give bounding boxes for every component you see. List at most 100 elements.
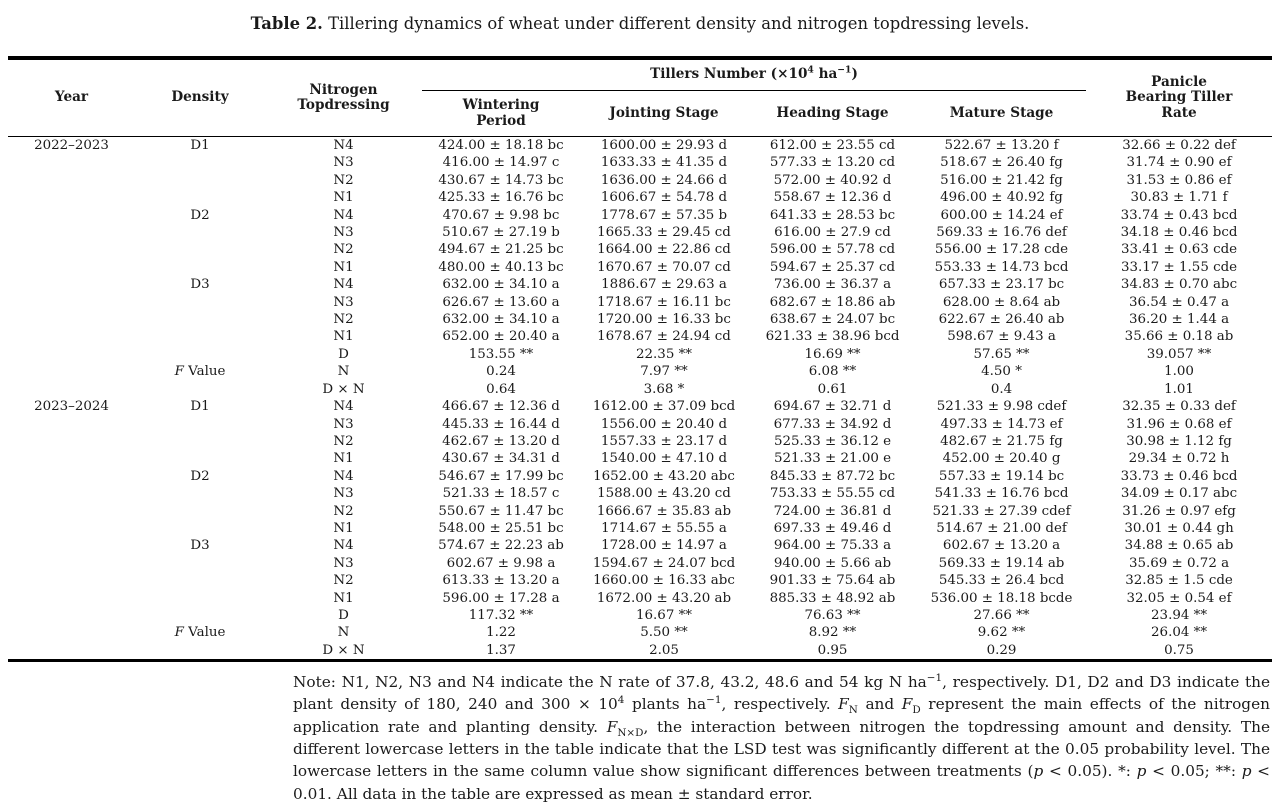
column-header-wintering-period: Wintering Period bbox=[462, 97, 540, 129]
value-cell: 494.67 ± 21.25 bc bbox=[438, 242, 564, 258]
density-cell: D1 bbox=[190, 399, 210, 415]
treatment-cell: N2 bbox=[333, 503, 354, 519]
density-cell bbox=[135, 381, 265, 398]
table-row: D3 N4 632.00 ± 34.10 a 1886.67 ± 29.63 a 736… bbox=[8, 276, 1272, 293]
value-cell: 34.09 ± 0.17 abc bbox=[1120, 486, 1238, 502]
value-cell: 0.64 bbox=[486, 381, 516, 397]
density-cell bbox=[135, 607, 265, 624]
value-cell: 2.05 bbox=[649, 642, 679, 658]
density-cell bbox=[135, 241, 265, 258]
treatment-cell: N2 bbox=[333, 573, 354, 589]
value-cell: 1652.00 ± 43.20 abc bbox=[593, 468, 735, 484]
value-cell: 0.61 bbox=[817, 381, 848, 397]
value-cell: 632.00 ± 34.10 a bbox=[442, 277, 560, 293]
value-cell: 510.67 ± 27.19 b bbox=[442, 225, 560, 241]
value-cell: 27.66 ** bbox=[973, 607, 1030, 623]
value-cell: 1636.00 ± 24.66 d bbox=[600, 172, 728, 188]
year-cell bbox=[8, 363, 135, 380]
value-cell: 31.74 ± 0.90 ef bbox=[1126, 155, 1232, 171]
value-cell: 600.00 ± 14.24 ef bbox=[940, 207, 1063, 223]
value-cell: 602.67 ± 13.20 a bbox=[942, 538, 1061, 554]
year-cell bbox=[8, 485, 135, 502]
table-row: N3 521.33 ± 18.57 c 1588.00 ± 43.20 cd 753.… bbox=[8, 485, 1272, 502]
value-cell: 548.00 ± 25.51 bc bbox=[438, 520, 564, 536]
table-row: D 153.55 ** 22.35 ** 16.69 ** 57.65 ** 39.057… bbox=[8, 346, 1272, 363]
value-cell: 652.00 ± 20.40 a bbox=[442, 329, 560, 345]
density-cell bbox=[135, 520, 265, 537]
density-cell bbox=[135, 433, 265, 450]
value-cell: 638.67 ± 24.07 bc bbox=[769, 312, 896, 328]
table-row: N3 626.67 ± 13.60 a 1718.67 ± 16.11 bc 682.… bbox=[8, 294, 1272, 311]
value-cell: 33.74 ± 0.43 bcd bbox=[1120, 207, 1238, 223]
value-cell: 35.69 ± 0.72 a bbox=[1128, 555, 1230, 571]
value-cell: 31.26 ± 0.97 efg bbox=[1122, 503, 1236, 519]
year-cell bbox=[8, 572, 135, 589]
value-cell: 574.67 ± 22.23 ab bbox=[438, 538, 564, 554]
treatment-cell: N3 bbox=[333, 555, 354, 571]
value-cell: 677.33 ± 34.92 d bbox=[773, 416, 892, 432]
density-cell: D1 bbox=[190, 138, 210, 153]
density-cell bbox=[135, 172, 265, 189]
value-cell: 1.37 bbox=[486, 642, 516, 658]
value-cell: 1.22 bbox=[486, 625, 516, 641]
column-header-density: Density bbox=[171, 89, 229, 106]
data-table-container: Year Density Nitrogen Topdressing Tiller… bbox=[8, 56, 1273, 663]
value-cell: 4.50 * bbox=[981, 364, 1022, 380]
value-cell: 641.33 ± 28.53 bc bbox=[769, 207, 896, 223]
treatment-cell: N4 bbox=[333, 277, 354, 293]
value-cell: 521.33 ± 18.57 c bbox=[442, 486, 560, 502]
value-cell: 497.33 ± 14.73 ef bbox=[940, 416, 1063, 432]
density-cell bbox=[135, 590, 265, 607]
year-cell bbox=[8, 154, 135, 171]
value-cell: 416.00 ± 14.97 c bbox=[442, 155, 560, 171]
value-cell: 1600.00 ± 29.93 d bbox=[600, 138, 728, 153]
density-cell bbox=[135, 572, 265, 589]
value-cell: 470.67 ± 9.98 bc bbox=[442, 207, 560, 223]
table-row: N2 632.00 ± 34.10 a 1720.00 ± 16.33 bc 638.… bbox=[8, 311, 1272, 328]
value-cell: 8.92 ** bbox=[808, 625, 857, 641]
table-row: N1 652.00 ± 20.40 a 1678.67 ± 24.94 cd 621.… bbox=[8, 328, 1272, 345]
value-cell: 0.29 bbox=[986, 642, 1017, 658]
value-cell: 445.33 ± 16.44 d bbox=[442, 416, 560, 432]
value-cell: 425.33 ± 16.76 bc bbox=[438, 190, 564, 206]
value-cell: 3.68 * bbox=[643, 381, 685, 397]
column-group-tillers-number: Tillers Number (×104 ha−1) bbox=[422, 58, 1087, 91]
density-cell bbox=[135, 485, 265, 502]
value-cell: 557.33 ± 19.14 bc bbox=[938, 468, 1065, 484]
value-cell: 430.67 ± 34.31 d bbox=[442, 451, 560, 467]
value-cell: 0.95 bbox=[817, 642, 848, 658]
value-cell: 36.54 ± 0.47 a bbox=[1128, 294, 1230, 310]
table-body: 2022–2023 D1 N4 424.00 ± 18.18 bc 1600.00 ± … bbox=[8, 137, 1272, 661]
treatment-cell: N4 bbox=[333, 138, 354, 153]
value-cell: 553.33 ± 14.73 bcd bbox=[934, 259, 1069, 275]
value-cell: 1612.00 ± 37.09 bcd bbox=[592, 399, 736, 415]
value-cell: 34.18 ± 0.46 bcd bbox=[1120, 225, 1238, 241]
year-cell bbox=[8, 189, 135, 206]
year-cell bbox=[8, 520, 135, 537]
column-header-nitrogen-topdressing: Nitrogen Topdressing bbox=[297, 81, 390, 113]
value-cell: 16.69 ** bbox=[804, 346, 861, 362]
treatment-cell: N1 bbox=[333, 520, 354, 536]
value-cell: 76.63 ** bbox=[804, 607, 861, 623]
value-cell: 430.67 ± 14.73 bc bbox=[438, 172, 564, 188]
value-cell: 594.67 ± 25.37 cd bbox=[769, 259, 896, 275]
value-cell: 694.67 ± 32.71 d bbox=[773, 399, 892, 415]
density-cell bbox=[135, 555, 265, 572]
column-header-panicle-bearing-tiller-rate: Panicle Bearing Tiller Rate bbox=[1125, 73, 1233, 121]
year-cell bbox=[8, 172, 135, 189]
column-header-jointing-stage: Jointing Stage bbox=[609, 104, 719, 121]
value-cell: 6.08 ** bbox=[808, 364, 857, 380]
treatment-cell: N2 bbox=[333, 242, 354, 258]
value-cell: 613.33 ± 13.20 a bbox=[442, 573, 560, 589]
value-cell: 596.00 ± 57.78 cd bbox=[769, 242, 896, 258]
value-cell: 452.00 ± 20.40 g bbox=[942, 451, 1061, 467]
table-row: D × N 0.64 3.68 * 0.61 0.4 1.01 bbox=[8, 381, 1272, 398]
value-cell: 7.97 ** bbox=[640, 364, 688, 380]
value-cell: 1557.33 ± 23.17 d bbox=[600, 433, 728, 449]
value-cell: 616.00 ± 27.9 cd bbox=[774, 225, 891, 241]
value-cell: 577.33 ± 13.20 cd bbox=[769, 155, 896, 171]
year-cell bbox=[8, 207, 135, 224]
value-cell: 1588.00 ± 43.20 cd bbox=[597, 486, 731, 502]
treatment-cell: N4 bbox=[333, 468, 354, 484]
density-cell bbox=[135, 154, 265, 171]
